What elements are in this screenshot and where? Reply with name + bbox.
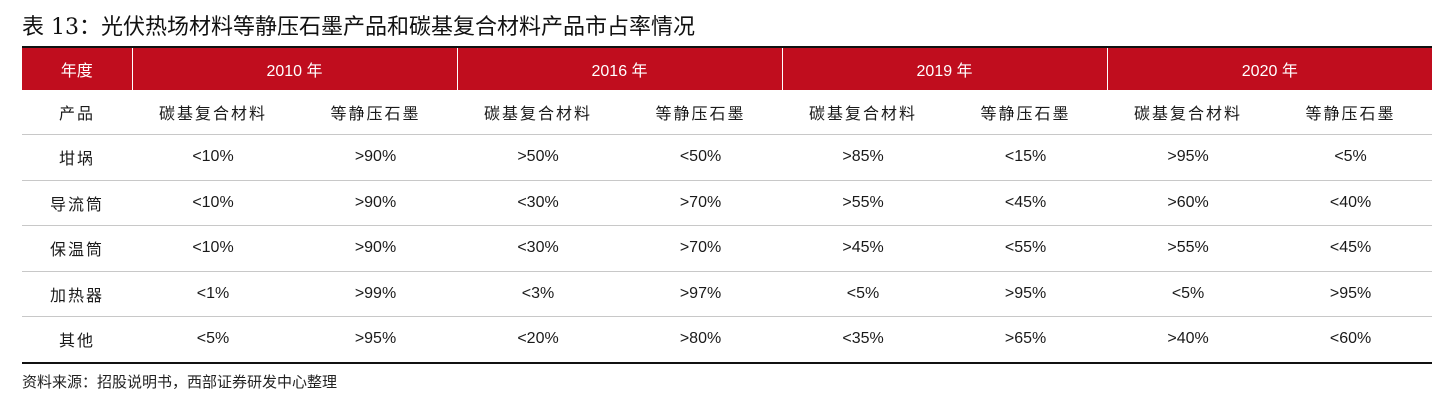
table-cell: >45%: [782, 225, 945, 272]
product-header-label: 产品: [22, 90, 132, 135]
table-cell: <35%: [782, 316, 945, 364]
table-cell: >90%: [294, 134, 458, 181]
table-cell: >50%: [457, 134, 620, 181]
table-cell: <10%: [132, 134, 294, 181]
table-cell: >99%: [294, 271, 458, 317]
table-cell: <45%: [944, 180, 1108, 226]
table-cell: <50%: [619, 134, 783, 181]
year-header-2020: 2020 年: [1106, 48, 1433, 90]
table-row: 其他 <5% >95% <20% >80% <35% >65% >40% <60…: [22, 316, 1433, 364]
table-cell: <55%: [944, 225, 1108, 272]
sub-header: 等静压石墨: [619, 90, 783, 135]
table-cell: <5%: [782, 271, 945, 317]
row-label: 坩埚: [22, 134, 132, 181]
table-cell: <10%: [132, 180, 294, 226]
table-cell: <30%: [457, 180, 620, 226]
table-title: 表 13：光伏热场材料等静压石墨产品和碳基复合材料产品市占率情况: [22, 15, 695, 40]
sub-header: 碳基复合材料: [782, 90, 945, 135]
table-cell: >97%: [619, 271, 783, 317]
year-header-row: 年度 2010 年 2016 年 2019 年 2020 年: [22, 48, 1433, 90]
table-cell: >85%: [782, 134, 945, 181]
table-cell: >60%: [1107, 180, 1270, 226]
table-cell: >55%: [1107, 225, 1270, 272]
row-label: 其他: [22, 316, 132, 364]
table-cell: >40%: [1107, 316, 1270, 364]
table-cell: <20%: [457, 316, 620, 364]
row-label: 加热器: [22, 271, 132, 317]
table-cell: <10%: [132, 225, 294, 272]
table-cell: <60%: [1269, 316, 1433, 364]
table-row: 保温筒 <10% >90% <30% >70% >45% <55% >55% <…: [22, 225, 1433, 272]
sub-header: 等静压石墨: [294, 90, 458, 135]
table-row: 加热器 <1% >99% <3% >97% <5% >95% <5% >95%: [22, 271, 1433, 317]
table-cell: <40%: [1269, 180, 1433, 226]
table-row: 导流筒 <10% >90% <30% >70% >55% <45% >60% <…: [22, 180, 1433, 226]
source-note: 资料来源：招股说明书，西部证券研发中心整理: [22, 373, 338, 391]
table-cell: <30%: [457, 225, 620, 272]
year-header-2016: 2016 年: [456, 48, 783, 90]
sub-header: 碳基复合材料: [132, 90, 294, 135]
table-cell: >55%: [782, 180, 945, 226]
year-header-2019: 2019 年: [781, 48, 1108, 90]
table-cell: <5%: [1269, 134, 1433, 181]
table-cell: >95%: [944, 271, 1108, 317]
table-cell: <5%: [1107, 271, 1270, 317]
table-cell: >70%: [619, 180, 783, 226]
table-cell: >90%: [294, 180, 458, 226]
row-label: 保温筒: [22, 225, 132, 272]
year-header-label: 年度: [22, 48, 132, 90]
table-cell: >70%: [619, 225, 783, 272]
table-cell: >95%: [1269, 271, 1433, 317]
table-cell: <15%: [944, 134, 1108, 181]
row-label: 导流筒: [22, 180, 132, 226]
table-cell: >95%: [294, 316, 458, 364]
table-cell: >95%: [1107, 134, 1270, 181]
year-header-2010: 2010 年: [131, 48, 458, 90]
table-row: 坩埚 <10% >90% >50% <50% >85% <15% >95% <5…: [22, 134, 1433, 181]
top-rule: [22, 46, 1432, 48]
product-header-row: 产品 碳基复合材料 等静压石墨 碳基复合材料 等静压石墨 碳基复合材料 等静压石…: [22, 90, 1433, 135]
table-cell: <1%: [132, 271, 294, 317]
table-cell: <5%: [132, 316, 294, 364]
table-cell: <3%: [457, 271, 620, 317]
table-cell: >65%: [944, 316, 1108, 364]
market-share-table: 年度 2010 年 2016 年 2019 年 2020 年 产品 碳基复合材料…: [22, 48, 1433, 364]
sub-header: 碳基复合材料: [1107, 90, 1270, 135]
table-cell: <45%: [1269, 225, 1433, 272]
table-cell: >90%: [294, 225, 458, 272]
sub-header: 碳基复合材料: [457, 90, 620, 135]
sub-header: 等静压石墨: [944, 90, 1108, 135]
sub-header: 等静压石墨: [1269, 90, 1433, 135]
table-cell: >80%: [619, 316, 783, 364]
